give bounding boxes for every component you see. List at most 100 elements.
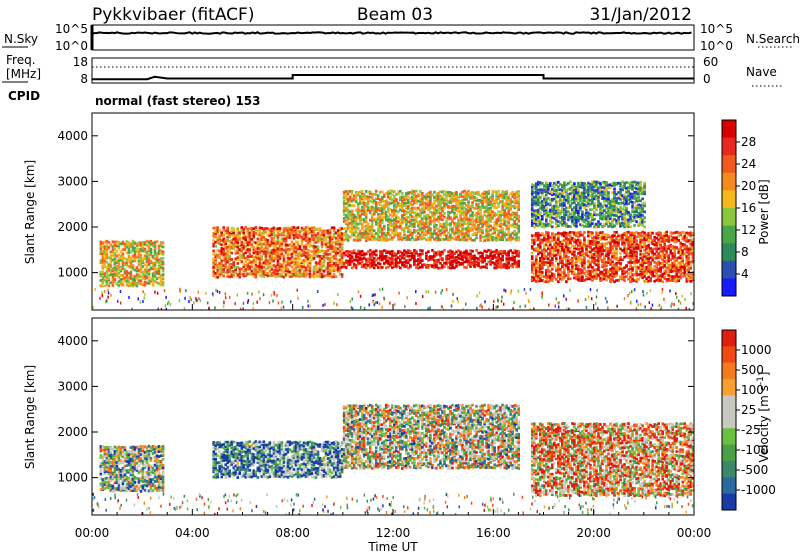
echo-cell xyxy=(647,269,650,273)
echo-cell xyxy=(386,262,390,265)
echo-cell xyxy=(157,252,161,255)
echo-cell xyxy=(595,236,598,240)
echo-cell xyxy=(214,244,218,248)
echo-cell xyxy=(575,255,578,258)
echo-cell xyxy=(679,276,683,280)
echo-cell xyxy=(475,232,478,235)
echo-cell xyxy=(346,250,350,253)
echo-cell xyxy=(575,242,578,246)
echo-cell xyxy=(549,215,552,219)
freq-right-label: Nave xyxy=(746,65,777,79)
echo-cell xyxy=(575,277,578,281)
echo-cell xyxy=(651,238,654,242)
echo-cell xyxy=(270,268,274,271)
echo-cell xyxy=(453,236,456,240)
echo-cell xyxy=(441,231,444,235)
echo-cell xyxy=(330,235,334,239)
echo-cell xyxy=(483,239,486,243)
echo-cell xyxy=(491,235,494,239)
echo-cell xyxy=(455,215,458,219)
echo-cell xyxy=(513,233,517,237)
echo-cell xyxy=(374,189,378,193)
echo-cell xyxy=(501,233,504,237)
echo-cell xyxy=(111,272,115,276)
echo-cell xyxy=(380,254,384,258)
echo-cell xyxy=(429,231,432,235)
echo-cell xyxy=(386,201,390,205)
echo-cell xyxy=(649,261,652,265)
echo-cell xyxy=(314,268,318,272)
echo-cell xyxy=(390,259,394,263)
echo-cell xyxy=(242,229,246,233)
echo-cell xyxy=(471,211,474,214)
echo-cell xyxy=(276,261,280,265)
echo-cell xyxy=(304,274,308,278)
echo-cell xyxy=(627,247,630,251)
echo-cell xyxy=(433,209,436,213)
echo-cell xyxy=(417,228,420,232)
echo-cell xyxy=(117,275,121,279)
echo-cell xyxy=(388,256,392,260)
echo-cell xyxy=(230,226,234,230)
echo-cell xyxy=(362,265,366,269)
echo-cell xyxy=(467,200,470,204)
echo-cell xyxy=(99,240,103,244)
echo-cell xyxy=(131,267,135,271)
echo-cell xyxy=(553,264,556,268)
echo-cell xyxy=(505,252,508,255)
echo-cell xyxy=(563,201,566,205)
echo-cell xyxy=(268,227,272,231)
echo-cell xyxy=(451,227,454,231)
echo-cell xyxy=(451,254,454,258)
echo-cell xyxy=(615,270,618,273)
echo-cell xyxy=(342,217,346,220)
echo-cell xyxy=(643,245,646,249)
echo-cell xyxy=(386,265,390,269)
echo-cell xyxy=(214,230,218,233)
echo-cell xyxy=(449,206,452,209)
echo-cell xyxy=(435,223,438,227)
echo-cell xyxy=(300,243,304,247)
echo-cell xyxy=(413,218,416,222)
echo-cell xyxy=(611,255,614,258)
echo-cell xyxy=(123,242,127,246)
echo-cell xyxy=(300,239,304,242)
echo-cell xyxy=(308,261,312,265)
echo-cell xyxy=(487,260,490,264)
echo-cell xyxy=(559,267,562,271)
echo-cell xyxy=(489,217,492,220)
echo-cell xyxy=(232,227,236,231)
echo-cell xyxy=(567,255,570,259)
echo-cell xyxy=(328,242,332,246)
echo-cell xyxy=(485,191,488,194)
echo-cell xyxy=(216,264,220,267)
echo-cell xyxy=(119,277,123,281)
echo-cell xyxy=(129,263,133,267)
echo-cell xyxy=(364,239,368,243)
echo-cell xyxy=(569,230,572,234)
echo-cell xyxy=(425,219,428,223)
echo-cell xyxy=(145,270,149,274)
echo-cell xyxy=(413,260,416,264)
echo-cell xyxy=(447,200,450,204)
echo-cell xyxy=(555,238,558,242)
echo-cell xyxy=(250,228,254,232)
echo-cell xyxy=(137,247,141,251)
echo-cell xyxy=(515,238,519,242)
echo-cell xyxy=(306,262,310,265)
echo-cell xyxy=(687,277,691,281)
echo-cell xyxy=(515,201,519,205)
echo-cell xyxy=(503,202,506,206)
echo-cell xyxy=(555,193,558,197)
echo-cell xyxy=(495,197,498,201)
echo-cell xyxy=(629,243,632,247)
echo-cell xyxy=(264,237,268,241)
echo-cell xyxy=(244,267,248,271)
echo-cell xyxy=(663,256,667,259)
echo-cell xyxy=(691,276,694,280)
echo-cell xyxy=(669,251,673,255)
echo-cell xyxy=(545,275,548,279)
echo-cell xyxy=(591,236,594,240)
echo-cell xyxy=(665,234,669,237)
echo-cell xyxy=(691,259,694,263)
